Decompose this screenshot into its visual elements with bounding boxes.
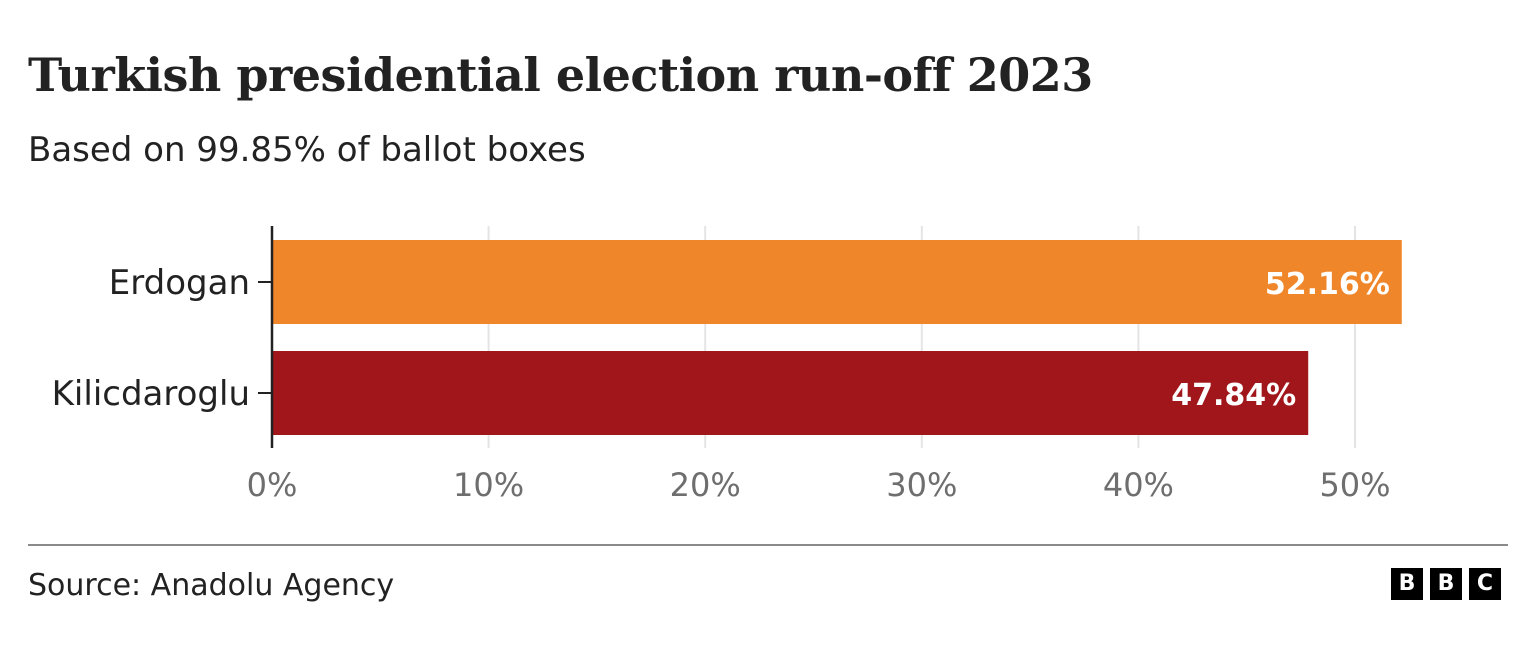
chart-title: Turkish presidential election run-off 20… [28, 48, 1093, 102]
x-tick-label: 10% [453, 466, 524, 504]
category-label: Erdogan [109, 263, 250, 303]
bbc-logo-letter: B [1391, 568, 1423, 600]
footer-divider [28, 544, 1508, 546]
data-label: 52.16% [1265, 267, 1390, 302]
source-note: Source: Anadolu Agency [28, 568, 395, 603]
category-label: Kilicdaroglu [52, 374, 250, 414]
bar-kilicdaroglu [272, 351, 1309, 435]
data-label: 47.84% [1171, 378, 1296, 413]
bbc-logo: B B C [1391, 568, 1501, 600]
x-tick-label: 0% [247, 466, 298, 504]
chart-subtitle: Based on 99.85% of ballot boxes [28, 130, 586, 170]
x-tick-label: 40% [1103, 466, 1174, 504]
bar-erdogan [272, 240, 1402, 324]
bbc-logo-letter: B [1430, 568, 1462, 600]
x-tick-label: 30% [886, 466, 957, 504]
bbc-logo-letter: C [1469, 568, 1501, 600]
x-tick-label: 50% [1319, 466, 1390, 504]
x-tick-label: 20% [670, 466, 741, 504]
